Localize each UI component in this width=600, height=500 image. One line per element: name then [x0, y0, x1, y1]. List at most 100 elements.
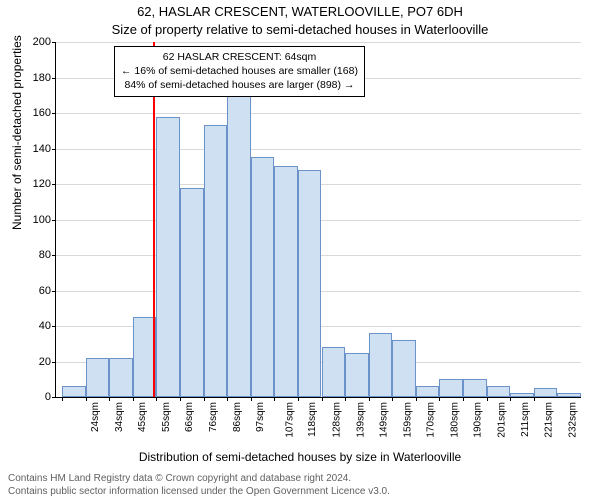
grid-line: [56, 42, 581, 43]
annotation-line3: 84% of semi-detached houses are larger (…: [121, 78, 358, 92]
y-tick-label: 60: [21, 285, 51, 297]
x-tick-label: 128sqm: [331, 402, 342, 438]
grid-line: [56, 113, 581, 114]
x-tick-label: 45sqm: [137, 402, 148, 432]
grid-line: [56, 149, 581, 150]
bar: [298, 170, 322, 397]
y-tick-mark: [52, 184, 56, 185]
x-tick-label: 201sqm: [497, 402, 508, 438]
x-tick-label: 159sqm: [402, 402, 413, 438]
x-tick-label: 24sqm: [90, 402, 101, 432]
bar: [463, 379, 487, 397]
y-tick-label: 140: [21, 143, 51, 155]
footer-line2: Contains public sector information licen…: [8, 485, 600, 498]
y-tick-label: 160: [21, 107, 51, 119]
x-tick-mark: [322, 397, 323, 401]
y-tick-mark: [52, 220, 56, 221]
bar: [345, 353, 369, 397]
y-tick-mark: [52, 362, 56, 363]
y-axis-label: Number of semi-detached properties: [10, 35, 24, 230]
footer-credits: Contains HM Land Registry data © Crown c…: [0, 472, 600, 498]
chart-title-line1: 62, HASLAR CRESCENT, WATERLOOVILLE, PO7 …: [0, 4, 600, 19]
bar: [557, 393, 581, 397]
x-tick-mark: [369, 397, 370, 401]
x-tick-mark: [227, 397, 228, 401]
annotation-box: 62 HASLAR CRESCENT: 64sqm ← 16% of semi-…: [114, 46, 365, 97]
y-tick-mark: [52, 397, 56, 398]
x-tick-label: 190sqm: [473, 402, 484, 438]
y-tick-label: 20: [21, 356, 51, 368]
x-tick-label: 232sqm: [567, 402, 578, 438]
bar: [86, 358, 110, 397]
y-tick-label: 100: [21, 214, 51, 226]
x-tick-label: 97sqm: [255, 402, 266, 432]
x-tick-label: 55sqm: [161, 402, 172, 432]
bar: [487, 386, 511, 397]
bar: [180, 188, 204, 397]
x-tick-mark: [463, 397, 464, 401]
x-tick-mark: [156, 397, 157, 401]
y-tick-label: 0: [21, 391, 51, 403]
y-tick-mark: [52, 78, 56, 79]
bar: [510, 393, 534, 397]
bar: [274, 166, 298, 397]
y-tick-label: 120: [21, 178, 51, 190]
y-tick-mark: [52, 255, 56, 256]
x-tick-label: 180sqm: [449, 402, 460, 438]
chart-title-line2: Size of property relative to semi-detach…: [0, 22, 600, 37]
annotation-line1: 62 HASLAR CRESCENT: 64sqm: [121, 50, 358, 64]
bar: [392, 340, 416, 397]
y-tick-mark: [52, 149, 56, 150]
x-tick-mark: [345, 397, 346, 401]
y-tick-label: 200: [21, 36, 51, 48]
x-tick-mark: [298, 397, 299, 401]
bar: [416, 386, 440, 397]
plot-area: 02040608010012014016018020024sqm34sqm45s…: [55, 42, 581, 398]
annotation-line2: ← 16% of semi-detached houses are smalle…: [121, 64, 358, 78]
bar: [204, 125, 228, 397]
x-tick-mark: [487, 397, 488, 401]
x-tick-mark: [534, 397, 535, 401]
x-tick-label: 76sqm: [208, 402, 219, 432]
x-tick-label: 149sqm: [379, 402, 390, 438]
x-tick-mark: [416, 397, 417, 401]
x-tick-label: 170sqm: [426, 402, 437, 438]
y-tick-label: 180: [21, 72, 51, 84]
x-tick-mark: [62, 397, 63, 401]
x-tick-label: 66sqm: [184, 402, 195, 432]
x-tick-label: 221sqm: [544, 402, 555, 438]
y-tick-label: 80: [21, 249, 51, 261]
x-tick-mark: [392, 397, 393, 401]
x-tick-mark: [109, 397, 110, 401]
x-tick-mark: [439, 397, 440, 401]
bar: [322, 347, 346, 397]
x-tick-label: 139sqm: [355, 402, 366, 438]
x-tick-mark: [86, 397, 87, 401]
bar: [109, 358, 133, 397]
x-axis-label: Distribution of semi-detached houses by …: [0, 450, 600, 464]
x-tick-label: 86sqm: [232, 402, 243, 432]
y-tick-mark: [52, 326, 56, 327]
y-tick-mark: [52, 291, 56, 292]
x-tick-label: 118sqm: [307, 402, 318, 437]
x-tick-label: 34sqm: [114, 402, 125, 432]
bar: [62, 386, 86, 397]
footer-line1: Contains HM Land Registry data © Crown c…: [8, 472, 600, 485]
bar: [369, 333, 393, 397]
x-tick-mark: [133, 397, 134, 401]
y-tick-mark: [52, 113, 56, 114]
y-tick-label: 40: [21, 320, 51, 332]
y-tick-mark: [52, 42, 56, 43]
bar: [439, 379, 463, 397]
x-tick-mark: [204, 397, 205, 401]
bar: [156, 117, 180, 397]
x-tick-label: 107sqm: [284, 402, 295, 438]
x-tick-mark: [274, 397, 275, 401]
x-tick-label: 211sqm: [519, 402, 530, 437]
x-tick-mark: [180, 397, 181, 401]
x-tick-mark: [251, 397, 252, 401]
bar: [227, 95, 251, 397]
bar: [251, 157, 275, 397]
bar: [534, 388, 558, 397]
x-tick-mark: [510, 397, 511, 401]
